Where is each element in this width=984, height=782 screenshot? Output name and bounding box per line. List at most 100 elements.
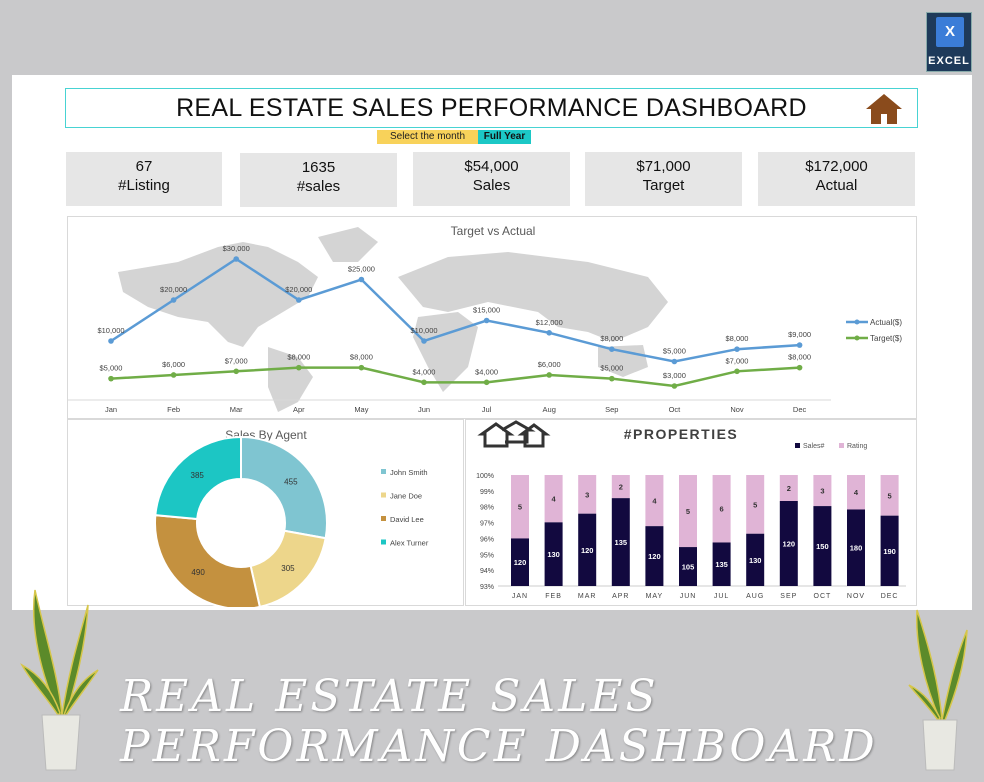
rating-label: 2 [619, 483, 623, 492]
data-label: $6,000 [538, 360, 561, 369]
rating-label: 2 [787, 484, 791, 493]
data-point [108, 375, 114, 382]
data-point [358, 276, 365, 283]
bar-rating [712, 475, 731, 543]
page-title: REAL ESTATE SALES PERFORMANCE DASHBOARD [176, 93, 807, 122]
legend: Actual($) Target($) [846, 318, 902, 343]
footer-title-line1: REAL ESTATE SALES [120, 671, 659, 722]
bar-rating [847, 475, 865, 510]
legend-swatch [381, 516, 386, 521]
properties-chart: #PROPERTIES Sales# Rating 93% 94% 95% 96% 97… [465, 419, 917, 606]
rating-label: 5 [518, 503, 522, 512]
bar-rating [578, 475, 597, 514]
legend-sales: Sales# [803, 443, 825, 450]
bar-sales [645, 526, 664, 586]
data-point [734, 346, 740, 352]
excel-logo: X EXCEL [926, 12, 972, 72]
data-label: $8,000 [287, 353, 310, 362]
legend-swatch [381, 492, 386, 498]
kpi-sales-count: 1635 #sales [240, 153, 397, 207]
houses-icon [477, 420, 551, 448]
world-map-background [118, 227, 668, 412]
bar-rating [511, 475, 529, 539]
donut-slice-John Smith [240, 435, 328, 540]
x-tick-label: Feb [167, 405, 180, 414]
rating-label: 3 [820, 487, 824, 496]
data-label: $7,000 [726, 356, 749, 365]
data-label: $9,000 [788, 330, 811, 339]
data-point [796, 342, 803, 348]
target-vs-actual-chart: Target vs Actual $10,000 $20,000 $30,000 $2… [67, 216, 917, 419]
legend-swatch [381, 539, 386, 545]
data-point [483, 379, 490, 386]
x-tick-label: Aug [543, 405, 556, 414]
data-point [546, 330, 552, 336]
x-tick-label: MAY [646, 593, 664, 600]
bar-chart-svg: #PROPERTIES Sales# Rating 93% 94% 95% 96% 97… [476, 420, 906, 600]
data-label: $5,000 [663, 347, 686, 356]
data-point [546, 372, 552, 378]
data-point [734, 368, 740, 375]
data-label: $8,000 [600, 334, 623, 343]
kpi-label: Sales [472, 177, 511, 194]
x-tick-label: AUG [746, 593, 764, 600]
excel-icon: X [936, 17, 964, 47]
sales-label: 190 [883, 547, 896, 556]
data-label: $20,000 [285, 285, 312, 294]
data-label: $8,000 [726, 334, 749, 343]
kpi-actual: $172,000 Actual [758, 152, 915, 206]
bar-sales [746, 533, 765, 586]
sales-label: 130 [749, 556, 762, 565]
slice-label: 385 [191, 471, 205, 480]
sales-label: 120 [581, 546, 594, 555]
kpi-label: Actual [815, 177, 858, 194]
slice-label: 305 [281, 564, 295, 573]
bar-rating [611, 475, 630, 499]
donut-slice-David Lee [154, 514, 262, 610]
legend-rating-swatch [839, 443, 844, 448]
x-tick-label: OCT [814, 593, 832, 600]
data-point [170, 297, 177, 303]
x-tick-label: SEP [780, 593, 797, 600]
bar-rating [746, 475, 765, 534]
bar-sales [544, 522, 563, 586]
bar-sales [880, 515, 899, 586]
legend-label: Alex Turner [390, 539, 429, 548]
footer-title-line2: PERFORMANCE DASHBOARD [120, 721, 878, 772]
x-tick-label: FEB [545, 593, 562, 600]
data-point [421, 338, 427, 344]
bar-rating [645, 475, 664, 527]
plant-left-image [20, 589, 99, 771]
kpi-value: $54,000 [464, 158, 519, 175]
data-point [108, 338, 114, 344]
sales-label: 120 [648, 552, 661, 561]
bar-sales [779, 500, 798, 586]
y-tick-label: 97% [480, 521, 494, 528]
data-label: $20,000 [160, 285, 187, 294]
y-tick-label: 96% [480, 536, 494, 543]
data-point [609, 375, 615, 382]
rating-label: 4 [652, 497, 657, 506]
sales-label: 135 [615, 538, 628, 547]
x-tick-label: Jul [482, 405, 492, 414]
sales-label: 105 [682, 563, 695, 572]
kpi-target: $71,000 Target [585, 152, 742, 206]
legend-actual: Actual($) [870, 318, 902, 327]
legend-sales-swatch [795, 443, 800, 448]
x-tick-label: May [354, 405, 368, 414]
data-label: $25,000 [348, 265, 375, 274]
bar-sales [712, 542, 731, 586]
data-label: $7,000 [225, 356, 248, 365]
month-select[interactable]: Full Year [478, 130, 531, 144]
rating-label: 5 [753, 500, 757, 509]
data-label: $30,000 [223, 244, 250, 253]
sales-by-agent-chart: Sales By Agent 455 John Smith 305 Jane Doe 4… [67, 419, 464, 610]
y-tick-label: 94% [480, 568, 494, 575]
data-label: $3,000 [663, 371, 686, 380]
x-tick-label: Jan [105, 405, 117, 414]
sales-label: 180 [850, 544, 863, 553]
x-tick-label: NOV [847, 593, 865, 600]
data-label: $8,000 [788, 353, 811, 362]
bar-rating [880, 475, 899, 516]
